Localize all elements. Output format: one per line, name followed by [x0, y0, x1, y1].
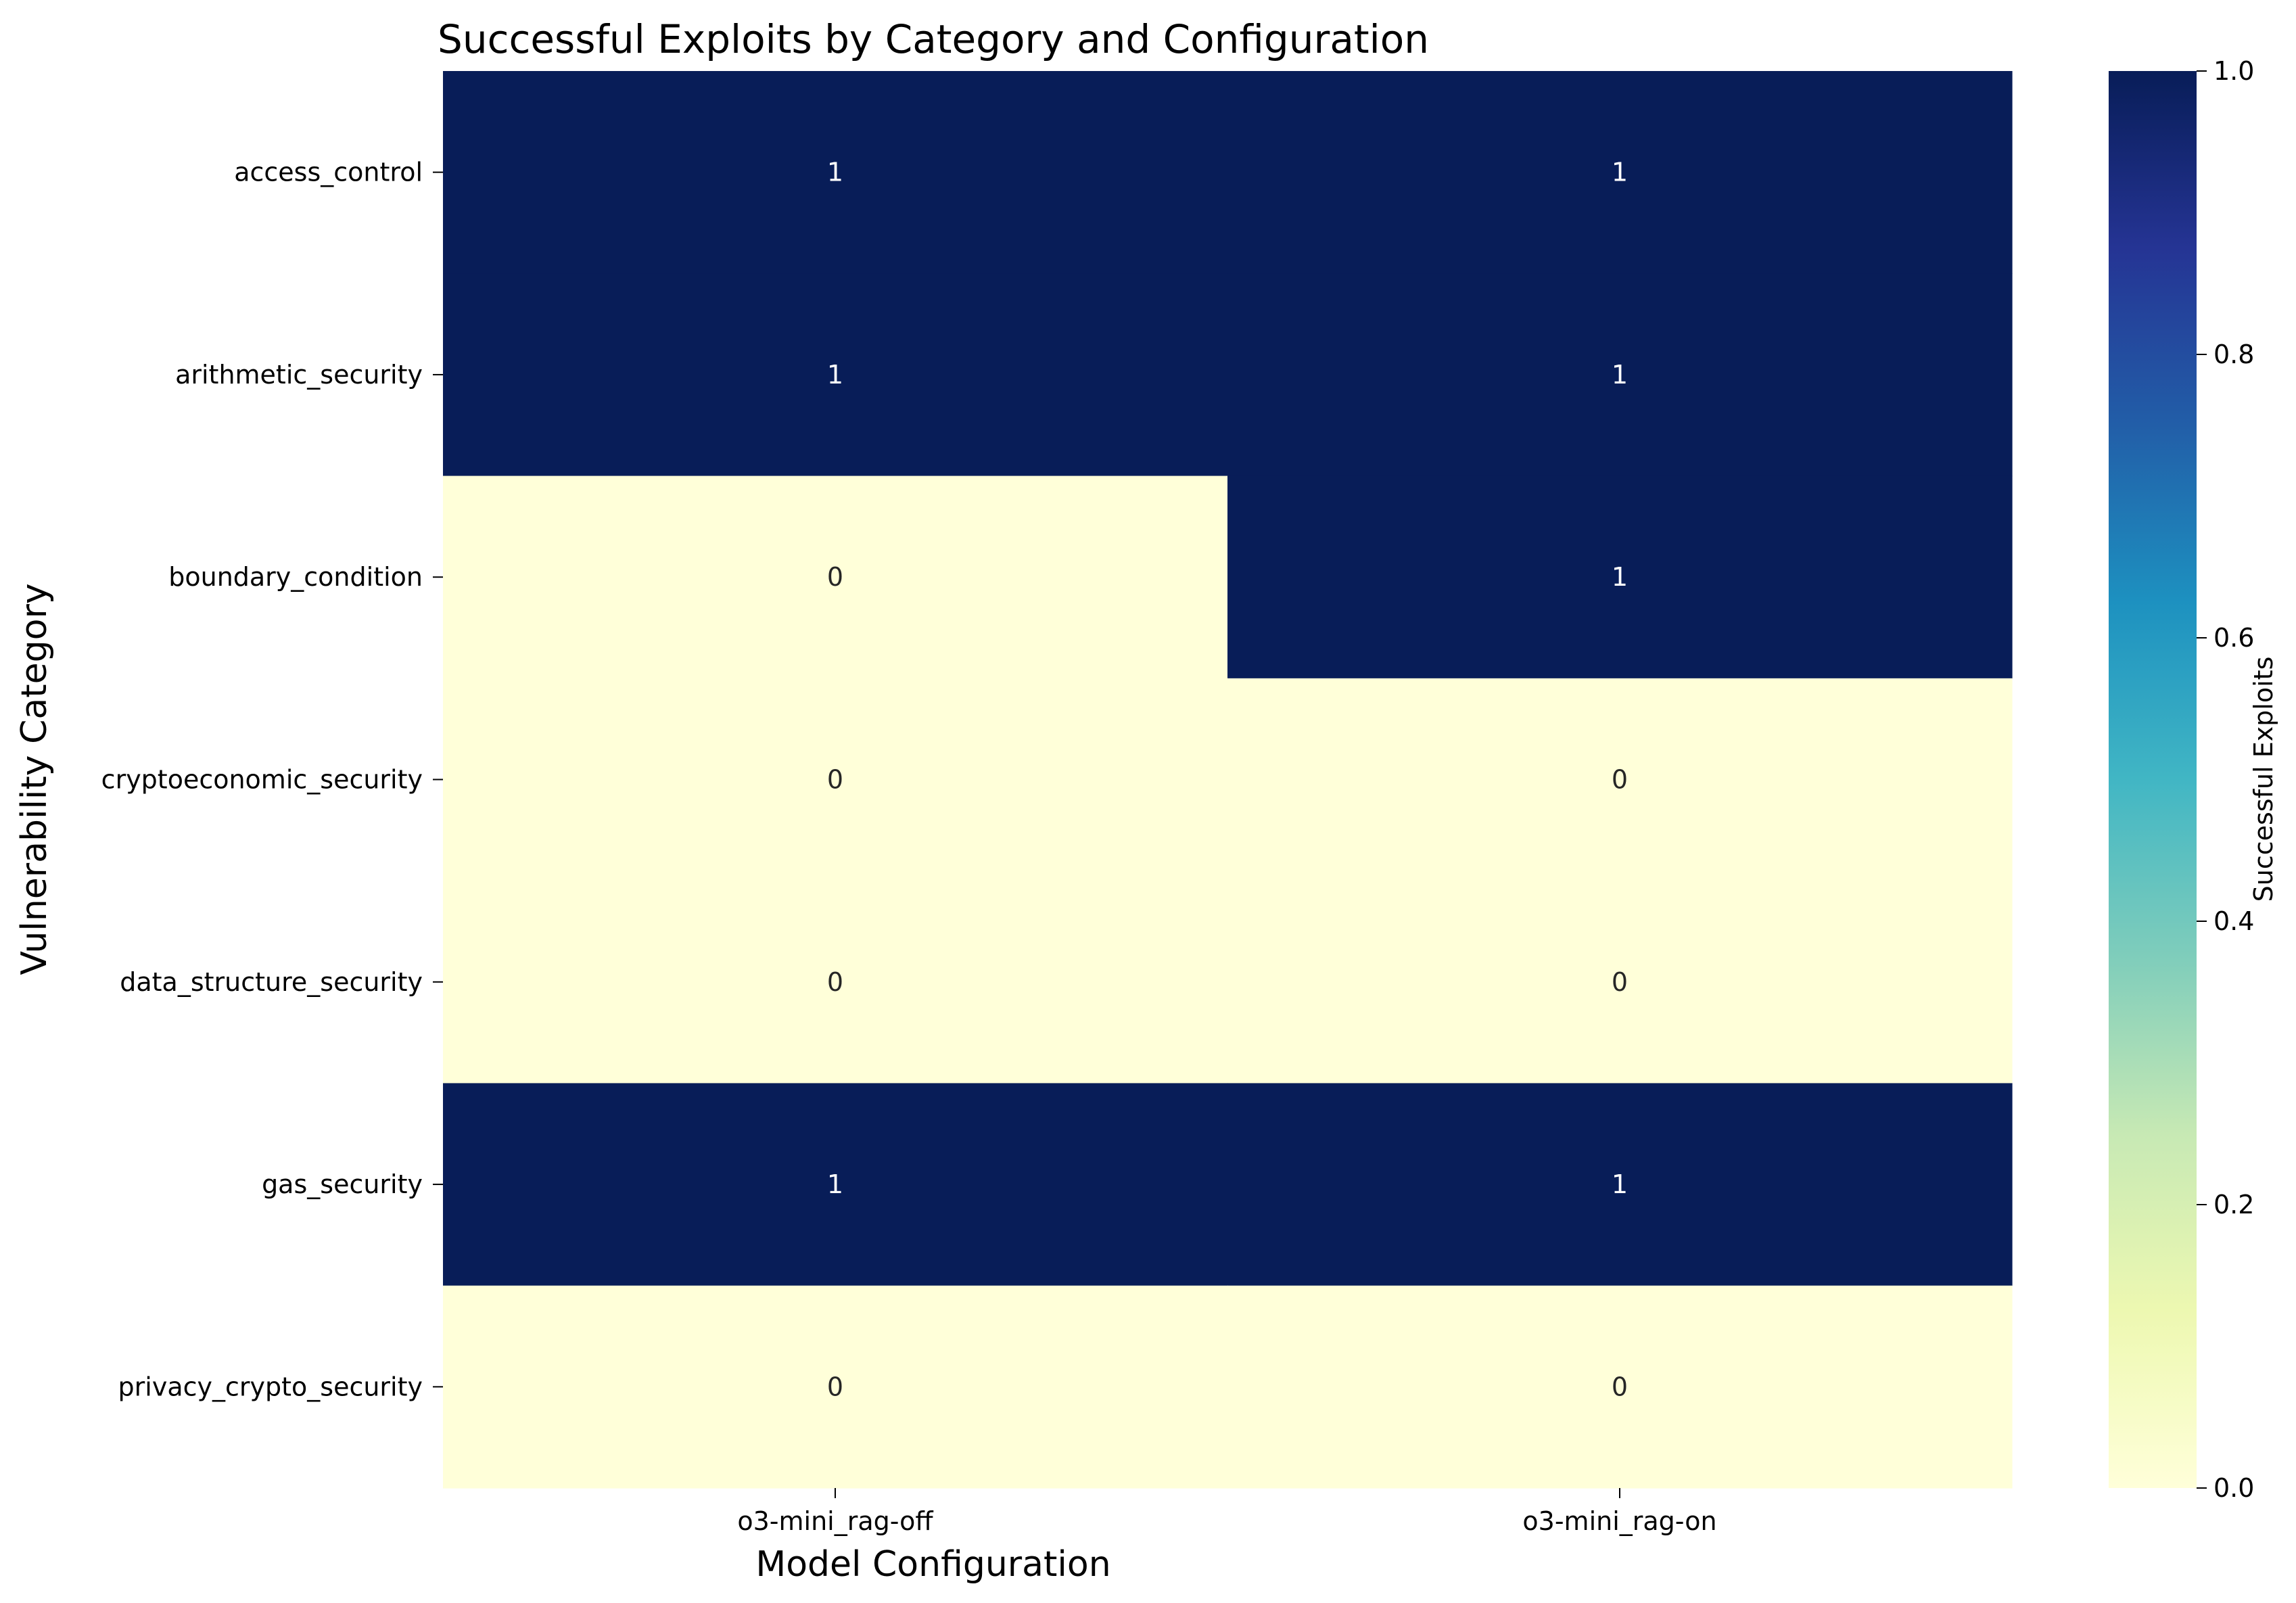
cell-value-label: 0	[827, 967, 843, 997]
x-tick-label: o3-mini_rag-off	[737, 1506, 933, 1536]
heatmap-cell	[1227, 475, 2013, 679]
heatmap-cell	[1227, 1083, 2013, 1286]
y-axis-label: Vulnerability Category	[14, 583, 55, 975]
y-tick-label: access_control	[234, 158, 423, 187]
cell-value-label: 1	[1612, 562, 1628, 592]
colorbar-tick-label: 0.0	[2213, 1473, 2254, 1503]
heatmap-cell	[1227, 71, 2013, 274]
cell-value-label: 1	[827, 158, 843, 187]
cell-value-label: 0	[1612, 967, 1628, 997]
cell-value-label: 0	[827, 1372, 843, 1401]
colorbar-tick-label: 1.0	[2213, 56, 2254, 86]
colorbar-tick-label: 0.2	[2213, 1190, 2254, 1219]
x-tick-label: o3-mini_rag-on	[1522, 1506, 1716, 1536]
y-tick-labels: access_control arithmetic_securityboundar…	[101, 158, 443, 1401]
cell-value-label: 1	[827, 1169, 843, 1199]
cell-value-label: 0	[827, 562, 843, 592]
x-tick-labels: o3-mini_rag-off o3-mini_rag-on	[737, 1488, 1717, 1536]
chart-title: Successful Exploits by Category and Conf…	[438, 16, 1429, 62]
y-tick-label: boundary_condition	[168, 562, 423, 592]
heatmap-cell	[1227, 881, 2013, 1084]
x-axis-label: Model Configuration	[755, 1544, 1110, 1585]
heatmap-cell	[1227, 678, 2013, 881]
colorbar-tick-label: 0.4	[2213, 906, 2254, 936]
heatmap-cell	[443, 678, 1228, 881]
colorbar-tick-label: 0.6	[2213, 623, 2254, 653]
colorbar-ticks: 0.0 0.2 0.4 0.6 0.8 1.0	[2197, 56, 2254, 1503]
heatmap-cell	[443, 1083, 1228, 1286]
cell-value-label: 1	[1612, 360, 1628, 390]
cell-value-label: 1	[1612, 1169, 1628, 1199]
y-tick-label: privacy_crypto_security	[118, 1372, 423, 1401]
cell-value-label: 0	[1612, 765, 1628, 795]
cell-value-label: 0	[1612, 1372, 1628, 1401]
colorbar	[2109, 71, 2197, 1488]
colorbar-tick-label: 0.8	[2213, 340, 2254, 369]
heatmap-cell	[443, 273, 1228, 477]
cell-value-label: 0	[827, 765, 843, 795]
heatmap-cell	[443, 475, 1228, 679]
colorbar-label: Successful Exploits	[2249, 657, 2278, 902]
y-tick-label: cryptoeconomic_security	[101, 765, 423, 795]
heatmap-cells: 1 1 1 1 0 1 0 0 0 0 1 1 0 0	[443, 71, 2013, 1489]
y-tick-label: arithmetic_security	[175, 360, 423, 390]
y-tick-label: data_structure_security	[120, 967, 423, 997]
cell-value-label: 1	[1612, 158, 1628, 187]
heatmap-cell	[443, 71, 1228, 274]
y-tick-label: gas_security	[262, 1169, 423, 1199]
heatmap-cell	[1227, 1285, 2013, 1489]
cell-value-label: 1	[827, 360, 843, 390]
heatmap-cell	[443, 1285, 1228, 1489]
heatmap-cell	[443, 881, 1228, 1084]
heatmap-cell	[1227, 273, 2013, 477]
